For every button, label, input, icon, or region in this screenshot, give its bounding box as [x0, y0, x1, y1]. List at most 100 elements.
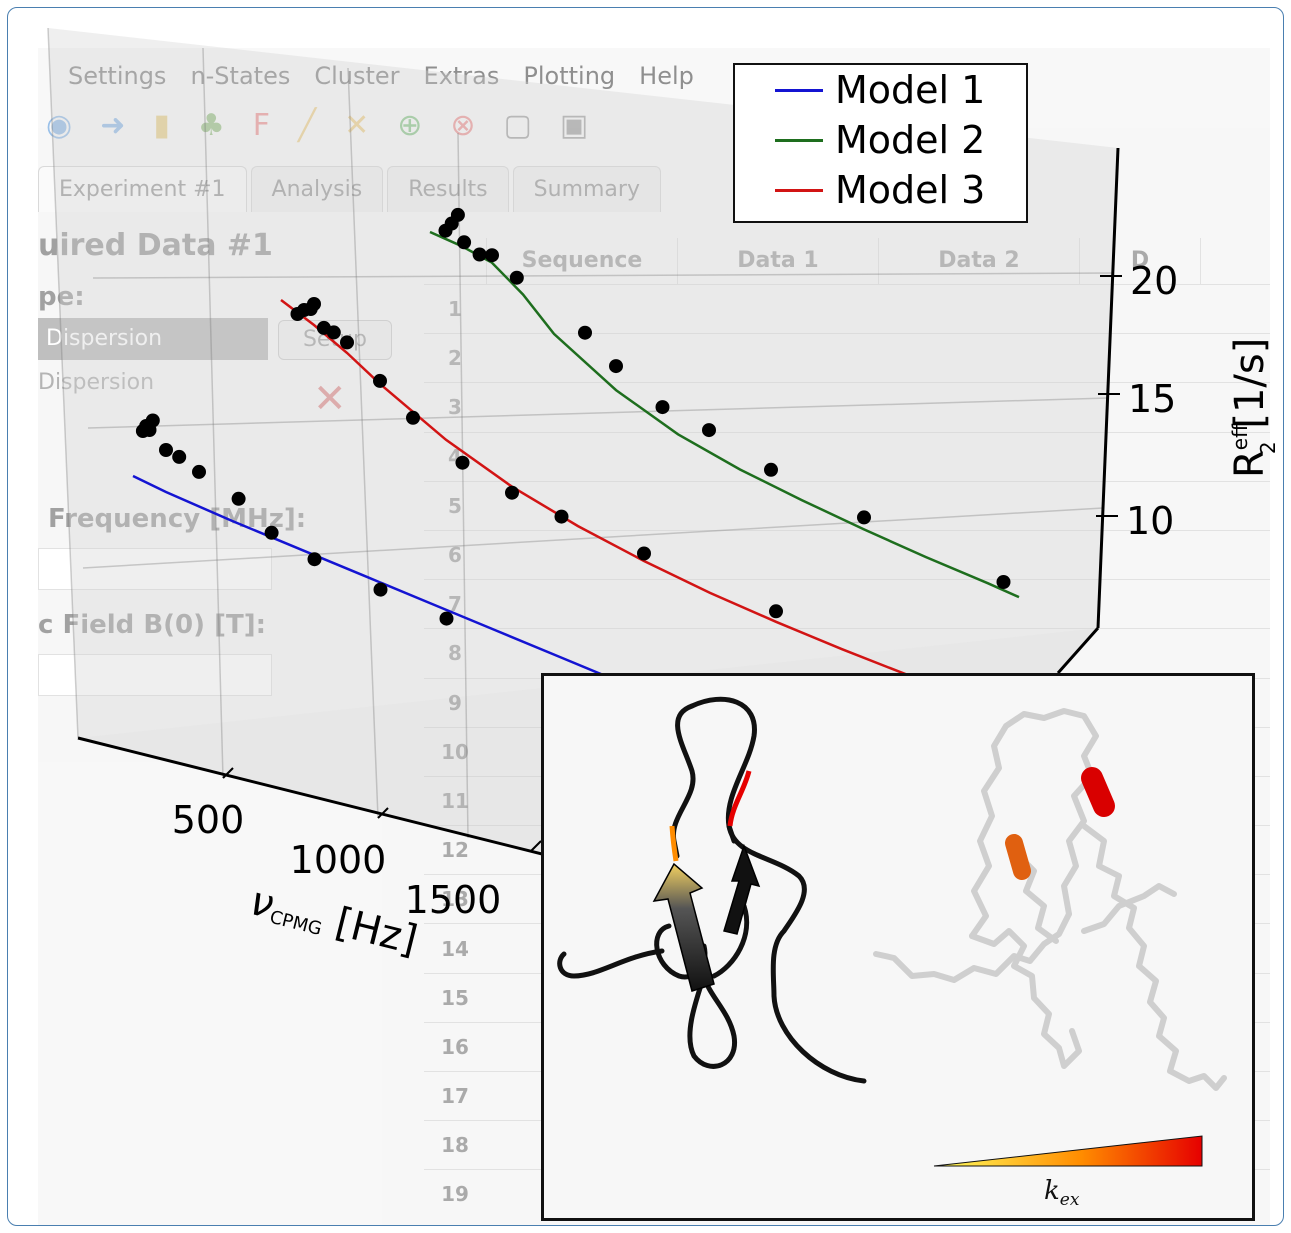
series-line-model-2 [429, 230, 1020, 599]
beta-strand-arrow [652, 862, 715, 992]
x-tick-label: 1000 [290, 838, 387, 882]
table-row[interactable]: 7 [424, 579, 1270, 628]
remove-icon[interactable]: ⊗ [450, 108, 475, 154]
menu-bar: Settings n-States Cluster Extras Plottin… [38, 62, 694, 98]
forward-icon[interactable]: ➜ [100, 108, 125, 154]
function-icon[interactable]: F [253, 108, 270, 154]
tab-results[interactable]: Results [387, 166, 509, 212]
slash-icon[interactable]: ╱ [298, 108, 316, 154]
x-tick-mark [222, 767, 234, 779]
series-line-model-3 [280, 299, 909, 677]
table-row[interactable]: 1 [424, 284, 1270, 333]
legend: Model 1 Model 2 Model 3 [733, 63, 1028, 223]
row-number: 8 [424, 641, 486, 665]
row-number: 16 [441, 1034, 469, 1059]
row-number: 17 [441, 1084, 469, 1109]
row-number: 11 [424, 789, 486, 813]
x-axis-label: νCPMG [Hz] [246, 878, 422, 964]
table-row[interactable]: 6 [424, 529, 1270, 579]
data-point [769, 604, 783, 619]
data-point [554, 509, 569, 524]
figure-frame: Settings n-States Cluster Extras Plottin… [7, 7, 1284, 1226]
row-number: 5 [424, 494, 486, 518]
leaf-icon[interactable]: ♣ [198, 108, 225, 154]
tab-experiment[interactable]: Experiment #1 [38, 166, 247, 212]
table-row[interactable]: 3 [424, 382, 1270, 431]
menu-extras[interactable]: Extras [424, 62, 500, 98]
menu-n-states[interactable]: n-States [190, 62, 290, 98]
grid-line [87, 397, 1109, 429]
type-select[interactable]: Dispersion [38, 318, 268, 360]
colorbar-label: kex [1044, 1176, 1080, 1211]
row-number: 6 [424, 543, 486, 567]
row-number: 19 [441, 1182, 469, 1207]
grid-line [457, 132, 469, 839]
floor-edge-line [1056, 627, 1100, 674]
data-point [509, 270, 524, 285]
grid-line [202, 47, 224, 779]
legend-swatch [775, 188, 823, 192]
row-number: 9 [424, 691, 486, 715]
type-option[interactable]: Dispersion [38, 370, 154, 395]
menu-cluster[interactable]: Cluster [314, 62, 399, 98]
data-point [373, 373, 387, 388]
data-point [159, 443, 173, 457]
table-header: Sequence Data 1 Data 2 D [424, 238, 1270, 284]
data-point [655, 400, 670, 415]
menu-plotting[interactable]: Plotting [523, 62, 616, 90]
data-point [457, 235, 472, 250]
tab-analysis[interactable]: Analysis [250, 166, 384, 212]
export-icon[interactable]: ▣ [560, 108, 588, 154]
cartoon-ribbon [557, 696, 867, 1084]
grid-line [347, 67, 379, 819]
frequency-field[interactable] [38, 548, 272, 590]
legend-entry: Model 3 [735, 165, 1026, 215]
stick-model [873, 708, 1227, 1091]
row-number: 10 [424, 740, 486, 764]
table-row[interactable]: 8 [424, 628, 1270, 677]
grid-line [47, 27, 79, 739]
data-point [472, 247, 487, 262]
y-tick-label: 10 [1126, 499, 1174, 543]
row-number: 14 [441, 936, 469, 961]
square-icon[interactable]: ▢ [504, 108, 532, 154]
data-point [264, 525, 279, 540]
data-point [326, 325, 341, 340]
legend-label: Model 2 [835, 118, 986, 162]
table-row[interactable]: 2 [424, 333, 1270, 382]
data-point [609, 359, 623, 374]
data-point [439, 611, 454, 626]
data-point [307, 552, 322, 567]
cross-icon[interactable]: ✕ [344, 108, 369, 154]
tab-summary[interactable]: Summary [512, 166, 661, 212]
data-point [373, 582, 388, 597]
data-point [307, 297, 321, 311]
protein-structure-graphic [557, 696, 1227, 1167]
menu-help[interactable]: Help [639, 62, 694, 90]
x-axis-line [77, 736, 599, 870]
row-number: 18 [441, 1133, 469, 1158]
ribbon-red-segment [727, 770, 752, 827]
x-tick-label: 1500 [405, 878, 502, 922]
data-point [455, 455, 470, 470]
grid-line [92, 272, 1114, 279]
row-number: 15 [441, 985, 469, 1010]
data-point [702, 423, 716, 438]
data-point [450, 207, 465, 222]
add-icon[interactable]: ⊕ [397, 108, 422, 154]
open-file-icon[interactable]: ▮ [153, 108, 170, 154]
table-row[interactable]: 5 [424, 480, 1270, 530]
delete-icon[interactable]: ✕ [313, 376, 347, 422]
magnetic-field-input[interactable] [38, 654, 272, 696]
y-tick-label: 15 [1128, 377, 1176, 421]
type-label: pe: [38, 282, 85, 312]
back-icon[interactable]: ◉ [46, 108, 72, 154]
y-axis-line [1096, 147, 1120, 629]
menu-settings[interactable]: Settings [68, 62, 166, 98]
tab-bar: Experiment #1 Analysis Results Summary [38, 166, 665, 212]
header-cell: D [1080, 238, 1201, 284]
data-point [192, 464, 206, 479]
data-point [145, 413, 160, 428]
data-point [857, 510, 871, 525]
setup-button[interactable]: Setup [278, 320, 392, 360]
